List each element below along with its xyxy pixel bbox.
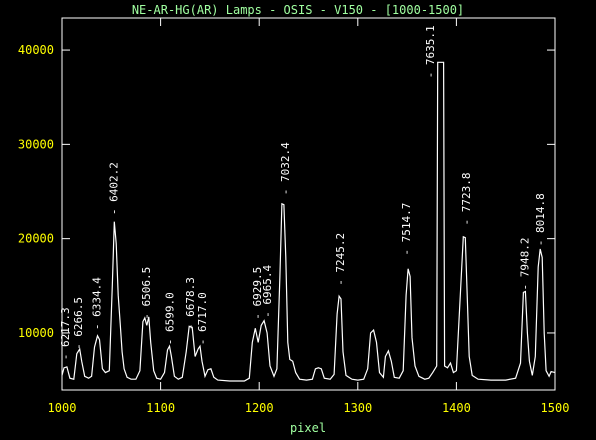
peak-annotation: - 6266.5 bbox=[72, 297, 85, 350]
peak-annotation: - 7723.8 bbox=[460, 172, 473, 225]
peak-annotation: - 6599.0 bbox=[163, 292, 176, 345]
peak-annotation: - 7245.2 bbox=[334, 233, 347, 286]
peak-annotation: - 7948.2 bbox=[518, 238, 531, 291]
x-tick-label: 1200 bbox=[245, 401, 274, 415]
peak-annotation: - 6217.3 bbox=[59, 307, 72, 360]
plot-frame bbox=[61, 17, 556, 391]
y-tick-label: 20000 bbox=[18, 232, 54, 246]
peak-annotation: - 6506.5 bbox=[140, 267, 153, 320]
peak-annotation: - 6402.2 bbox=[107, 162, 120, 215]
peak-annotation: - 8014.8 bbox=[534, 193, 547, 246]
x-tick-label: 1400 bbox=[442, 401, 471, 415]
chart-title: NE-AR-HG(AR) Lamps - OSIS - V150 - [1000… bbox=[132, 3, 464, 17]
peak-annotation: - 6678.3 bbox=[184, 277, 197, 330]
y-tick-label: 10000 bbox=[18, 326, 54, 340]
peak-annotation: - 6965.4 bbox=[261, 265, 274, 318]
spectrum-line bbox=[61, 61, 556, 382]
y-tick-label: 30000 bbox=[18, 137, 54, 151]
peak-annotation: - 6929.5 bbox=[251, 267, 264, 320]
peak-annotation: - 7514.7 bbox=[400, 203, 413, 256]
x-tick-label: 1300 bbox=[343, 401, 372, 415]
x-axis-label: pixel bbox=[290, 421, 326, 435]
peak-annotation: - 7032.4 bbox=[279, 142, 292, 195]
x-tick-label: 1500 bbox=[541, 401, 570, 415]
x-tick-label: 1100 bbox=[146, 401, 175, 415]
peak-annotation: - 6717.0 bbox=[196, 292, 209, 345]
y-tick-label: 40000 bbox=[18, 43, 54, 57]
x-tick-label: 1000 bbox=[48, 401, 77, 415]
peak-annotation: - 7635.1 bbox=[424, 25, 437, 78]
peak-annotation: - 6334.4 bbox=[90, 277, 103, 330]
